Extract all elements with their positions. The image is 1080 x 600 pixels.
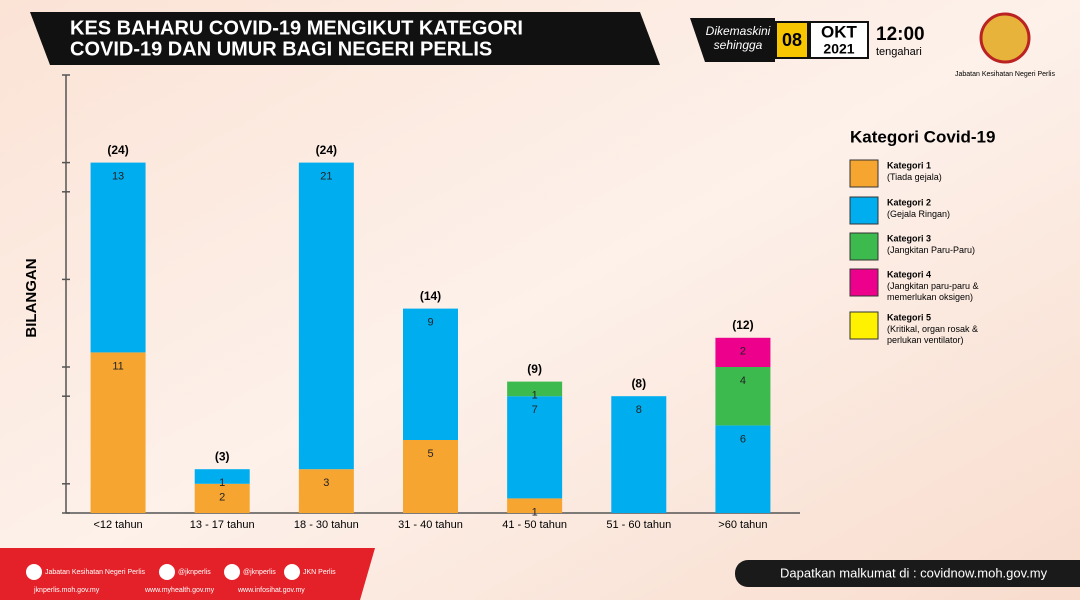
segment-label: 1 xyxy=(532,390,538,402)
legend-name: Kategori 4 xyxy=(887,269,931,279)
icon xyxy=(159,564,175,580)
social: @jknperlis xyxy=(243,569,276,576)
bar-segment xyxy=(194,483,250,513)
x-tick-label: 51 - 60 tahun xyxy=(606,519,671,531)
icon xyxy=(284,564,300,580)
segment-label: 21 xyxy=(320,171,332,183)
updated: Dikemaskini xyxy=(706,24,771,38)
segment-label: 11 xyxy=(112,360,123,372)
bar-segment xyxy=(403,440,458,513)
legend-name: Kategori 5 xyxy=(887,312,931,322)
bar-segment xyxy=(611,396,667,513)
social: Jabatan Kesihatan Negeri Perlis xyxy=(45,569,146,576)
legend-title: Kategori Covid-19 xyxy=(850,127,995,146)
date-box xyxy=(690,18,775,62)
month-box xyxy=(809,21,869,59)
title: COVID-19 DAN UMUR BAGI NEGERI PERLIS xyxy=(70,38,492,60)
legend-swatch xyxy=(849,268,879,297)
time: 12:00 xyxy=(876,24,925,45)
website: jknperlis.moh.gov.my xyxy=(33,587,100,594)
day: 08 xyxy=(782,30,802,50)
x-tick-label: >60 tahun xyxy=(718,519,767,531)
bar-segment xyxy=(194,469,250,484)
info-box xyxy=(735,560,1080,587)
total-label: (24) xyxy=(107,143,128,157)
segment-label: 1 xyxy=(219,477,225,489)
year: 2021 xyxy=(823,41,854,57)
bar-segment xyxy=(715,337,771,367)
total-label: (24) xyxy=(316,143,337,157)
day-box xyxy=(775,21,809,59)
legend-name: Kategori 1 xyxy=(887,160,931,170)
bar-segment xyxy=(715,425,771,513)
agency: Jabatan Kesihatan Negeri Perlis xyxy=(955,71,1056,78)
legend-swatch xyxy=(849,232,879,261)
title-box xyxy=(30,12,660,65)
x-tick-label: 13 - 17 tahun xyxy=(190,519,255,531)
legend-name: Kategori 3 xyxy=(887,233,931,243)
bar-segment xyxy=(90,352,146,513)
segment-label: 13 xyxy=(112,171,124,183)
social: JKN Perlis xyxy=(303,569,336,576)
segment-label: 5 xyxy=(427,448,433,460)
icon xyxy=(26,564,42,580)
title: KES BAHARU COVID-19 MENGIKUT KATEGORI xyxy=(70,17,523,39)
x-tick-label: 18 - 30 tahun xyxy=(294,519,359,531)
total-label: (8) xyxy=(631,376,646,390)
legend-description: (Kritikal, organ rosak & perlukan ventila… xyxy=(887,324,978,345)
bar-segment xyxy=(507,381,563,397)
segment-label: 2 xyxy=(219,492,225,504)
footer-band xyxy=(0,548,375,600)
total-label: (12) xyxy=(732,318,753,332)
bar-segment xyxy=(507,396,563,499)
legend-description: (Jangkitan Paru-Paru) xyxy=(887,245,975,255)
segment-label: 2 xyxy=(740,346,746,358)
segment-label: 6 xyxy=(740,433,746,445)
legend-name: Kategori 2 xyxy=(887,197,931,207)
segment-label: 4 xyxy=(740,375,746,387)
segment-label: 9 xyxy=(427,317,433,329)
social: @jknperlis xyxy=(178,569,211,576)
total-label: (3) xyxy=(215,449,230,463)
website: www.infosihat.gov.my xyxy=(237,587,305,594)
bar-segment xyxy=(715,367,771,426)
bar-segment xyxy=(298,469,354,513)
segment-label: 1 xyxy=(532,506,538,518)
bar-segment xyxy=(90,162,146,353)
bar-segment xyxy=(403,308,458,440)
total-label: (9) xyxy=(527,362,542,376)
segment-label: 7 xyxy=(532,404,538,416)
x-tick-label: 41 - 50 tahun xyxy=(502,519,567,531)
time-note: tengahari xyxy=(876,46,922,58)
icon xyxy=(224,564,240,580)
x-tick-label: <12 tahun xyxy=(93,519,142,531)
legend-description: (Gejala Ringan) xyxy=(887,209,950,219)
bar-segment xyxy=(298,162,354,470)
x-tick-label: 31 - 40 tahun xyxy=(398,519,463,531)
month: OKT xyxy=(821,22,858,41)
legend-swatch xyxy=(849,159,879,188)
bar-segment xyxy=(507,498,563,513)
info: Dapatkan malkumat di : covidnow.moh.gov.… xyxy=(780,565,1048,580)
updated: sehingga xyxy=(714,38,763,52)
total-label: (14) xyxy=(420,289,441,303)
segment-label: 8 xyxy=(636,404,642,416)
legend-description: (Tiada gejala) xyxy=(887,172,942,182)
website: www.myhealth.gov.my xyxy=(144,587,215,594)
segment-label: 3 xyxy=(323,477,329,489)
crest xyxy=(979,12,1031,64)
y-axis-label: BILANGAN xyxy=(23,258,40,337)
legend-description: (Jangkitan paru-paru & memerlukan oksigen… xyxy=(887,281,979,302)
legend-swatch xyxy=(849,311,879,340)
legend-swatch xyxy=(849,196,879,225)
